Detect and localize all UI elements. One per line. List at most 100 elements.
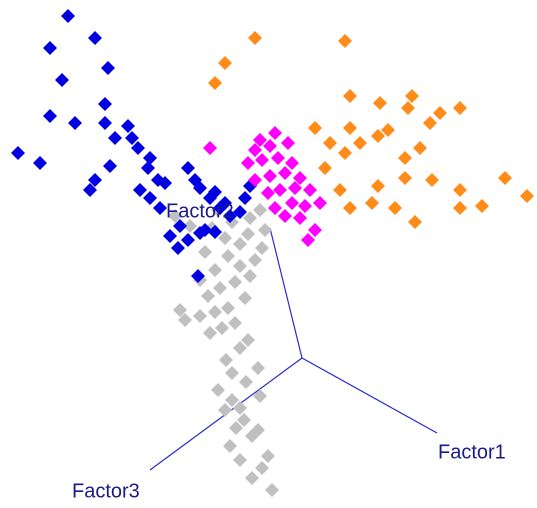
- point: [43, 109, 57, 123]
- point: [248, 173, 262, 187]
- point: [68, 116, 82, 130]
- point: [233, 401, 247, 415]
- point: [173, 303, 187, 317]
- point: [308, 121, 322, 135]
- point: [255, 241, 269, 255]
- point: [108, 131, 122, 145]
- point: [215, 321, 229, 335]
- point: [373, 96, 387, 110]
- point: [43, 41, 57, 55]
- point: [288, 181, 302, 195]
- point: [98, 116, 112, 130]
- point: [233, 205, 247, 219]
- point: [271, 151, 285, 165]
- point: [239, 375, 253, 389]
- point: [251, 361, 265, 375]
- point: [219, 353, 233, 367]
- point: [241, 156, 255, 170]
- point: [251, 423, 265, 437]
- point: [233, 259, 247, 273]
- point: [453, 201, 467, 215]
- point: [33, 156, 47, 170]
- point: [233, 341, 247, 355]
- point: [203, 326, 217, 340]
- point: [61, 9, 75, 23]
- point: [131, 141, 145, 155]
- point: [191, 269, 205, 283]
- point: [208, 76, 222, 90]
- point: [193, 309, 207, 323]
- point: [425, 173, 439, 187]
- point: [520, 189, 534, 203]
- point: [98, 97, 112, 111]
- point: [208, 185, 222, 199]
- point: [88, 173, 102, 187]
- axis-label: Factor3: [72, 480, 140, 502]
- point: [423, 116, 437, 130]
- point: [285, 196, 299, 210]
- axis-label: Factor2: [166, 200, 234, 222]
- point: [225, 393, 239, 407]
- point: [261, 449, 275, 463]
- point: [83, 183, 97, 197]
- point: [143, 151, 157, 165]
- point: [278, 209, 292, 223]
- point: [178, 313, 192, 327]
- point: [263, 169, 277, 183]
- point: [208, 225, 222, 239]
- point: [498, 171, 512, 185]
- point: [243, 211, 257, 225]
- point: [343, 201, 357, 215]
- point: [371, 129, 385, 143]
- point: [221, 249, 235, 263]
- point: [241, 227, 255, 241]
- point: [143, 191, 157, 205]
- point: [213, 281, 227, 295]
- point: [228, 316, 242, 330]
- point: [183, 219, 197, 233]
- point: [211, 383, 225, 397]
- axis-line: [269, 227, 303, 359]
- point: [11, 146, 25, 160]
- point: [153, 201, 167, 215]
- point: [255, 461, 269, 475]
- point: [405, 89, 419, 103]
- point: [218, 403, 232, 417]
- point: [208, 305, 222, 319]
- point: [371, 179, 385, 193]
- point: [408, 215, 422, 229]
- point: [413, 141, 427, 155]
- point: [265, 483, 279, 497]
- point: [168, 209, 182, 223]
- point: [223, 439, 237, 453]
- axes: [149, 227, 438, 471]
- point: [181, 161, 195, 175]
- point: [253, 203, 267, 217]
- point: [475, 199, 489, 213]
- point: [241, 333, 255, 347]
- point: [338, 34, 352, 48]
- point: [238, 191, 252, 205]
- point: [125, 131, 139, 145]
- point: [453, 101, 467, 115]
- point: [248, 253, 262, 267]
- axis-line: [301, 357, 438, 434]
- point: [248, 31, 262, 45]
- point: [343, 121, 357, 135]
- point: [88, 31, 102, 45]
- point: [245, 471, 259, 485]
- point: [233, 237, 247, 251]
- point: [281, 136, 295, 150]
- point: [453, 183, 467, 197]
- point: [163, 229, 177, 243]
- point: [301, 233, 315, 247]
- point: [323, 136, 337, 150]
- point: [233, 453, 247, 467]
- point: [313, 196, 327, 210]
- point: [253, 389, 267, 403]
- point: [343, 89, 357, 103]
- point: [398, 151, 412, 165]
- point: [55, 73, 69, 87]
- point: [141, 161, 155, 175]
- point: [171, 241, 185, 255]
